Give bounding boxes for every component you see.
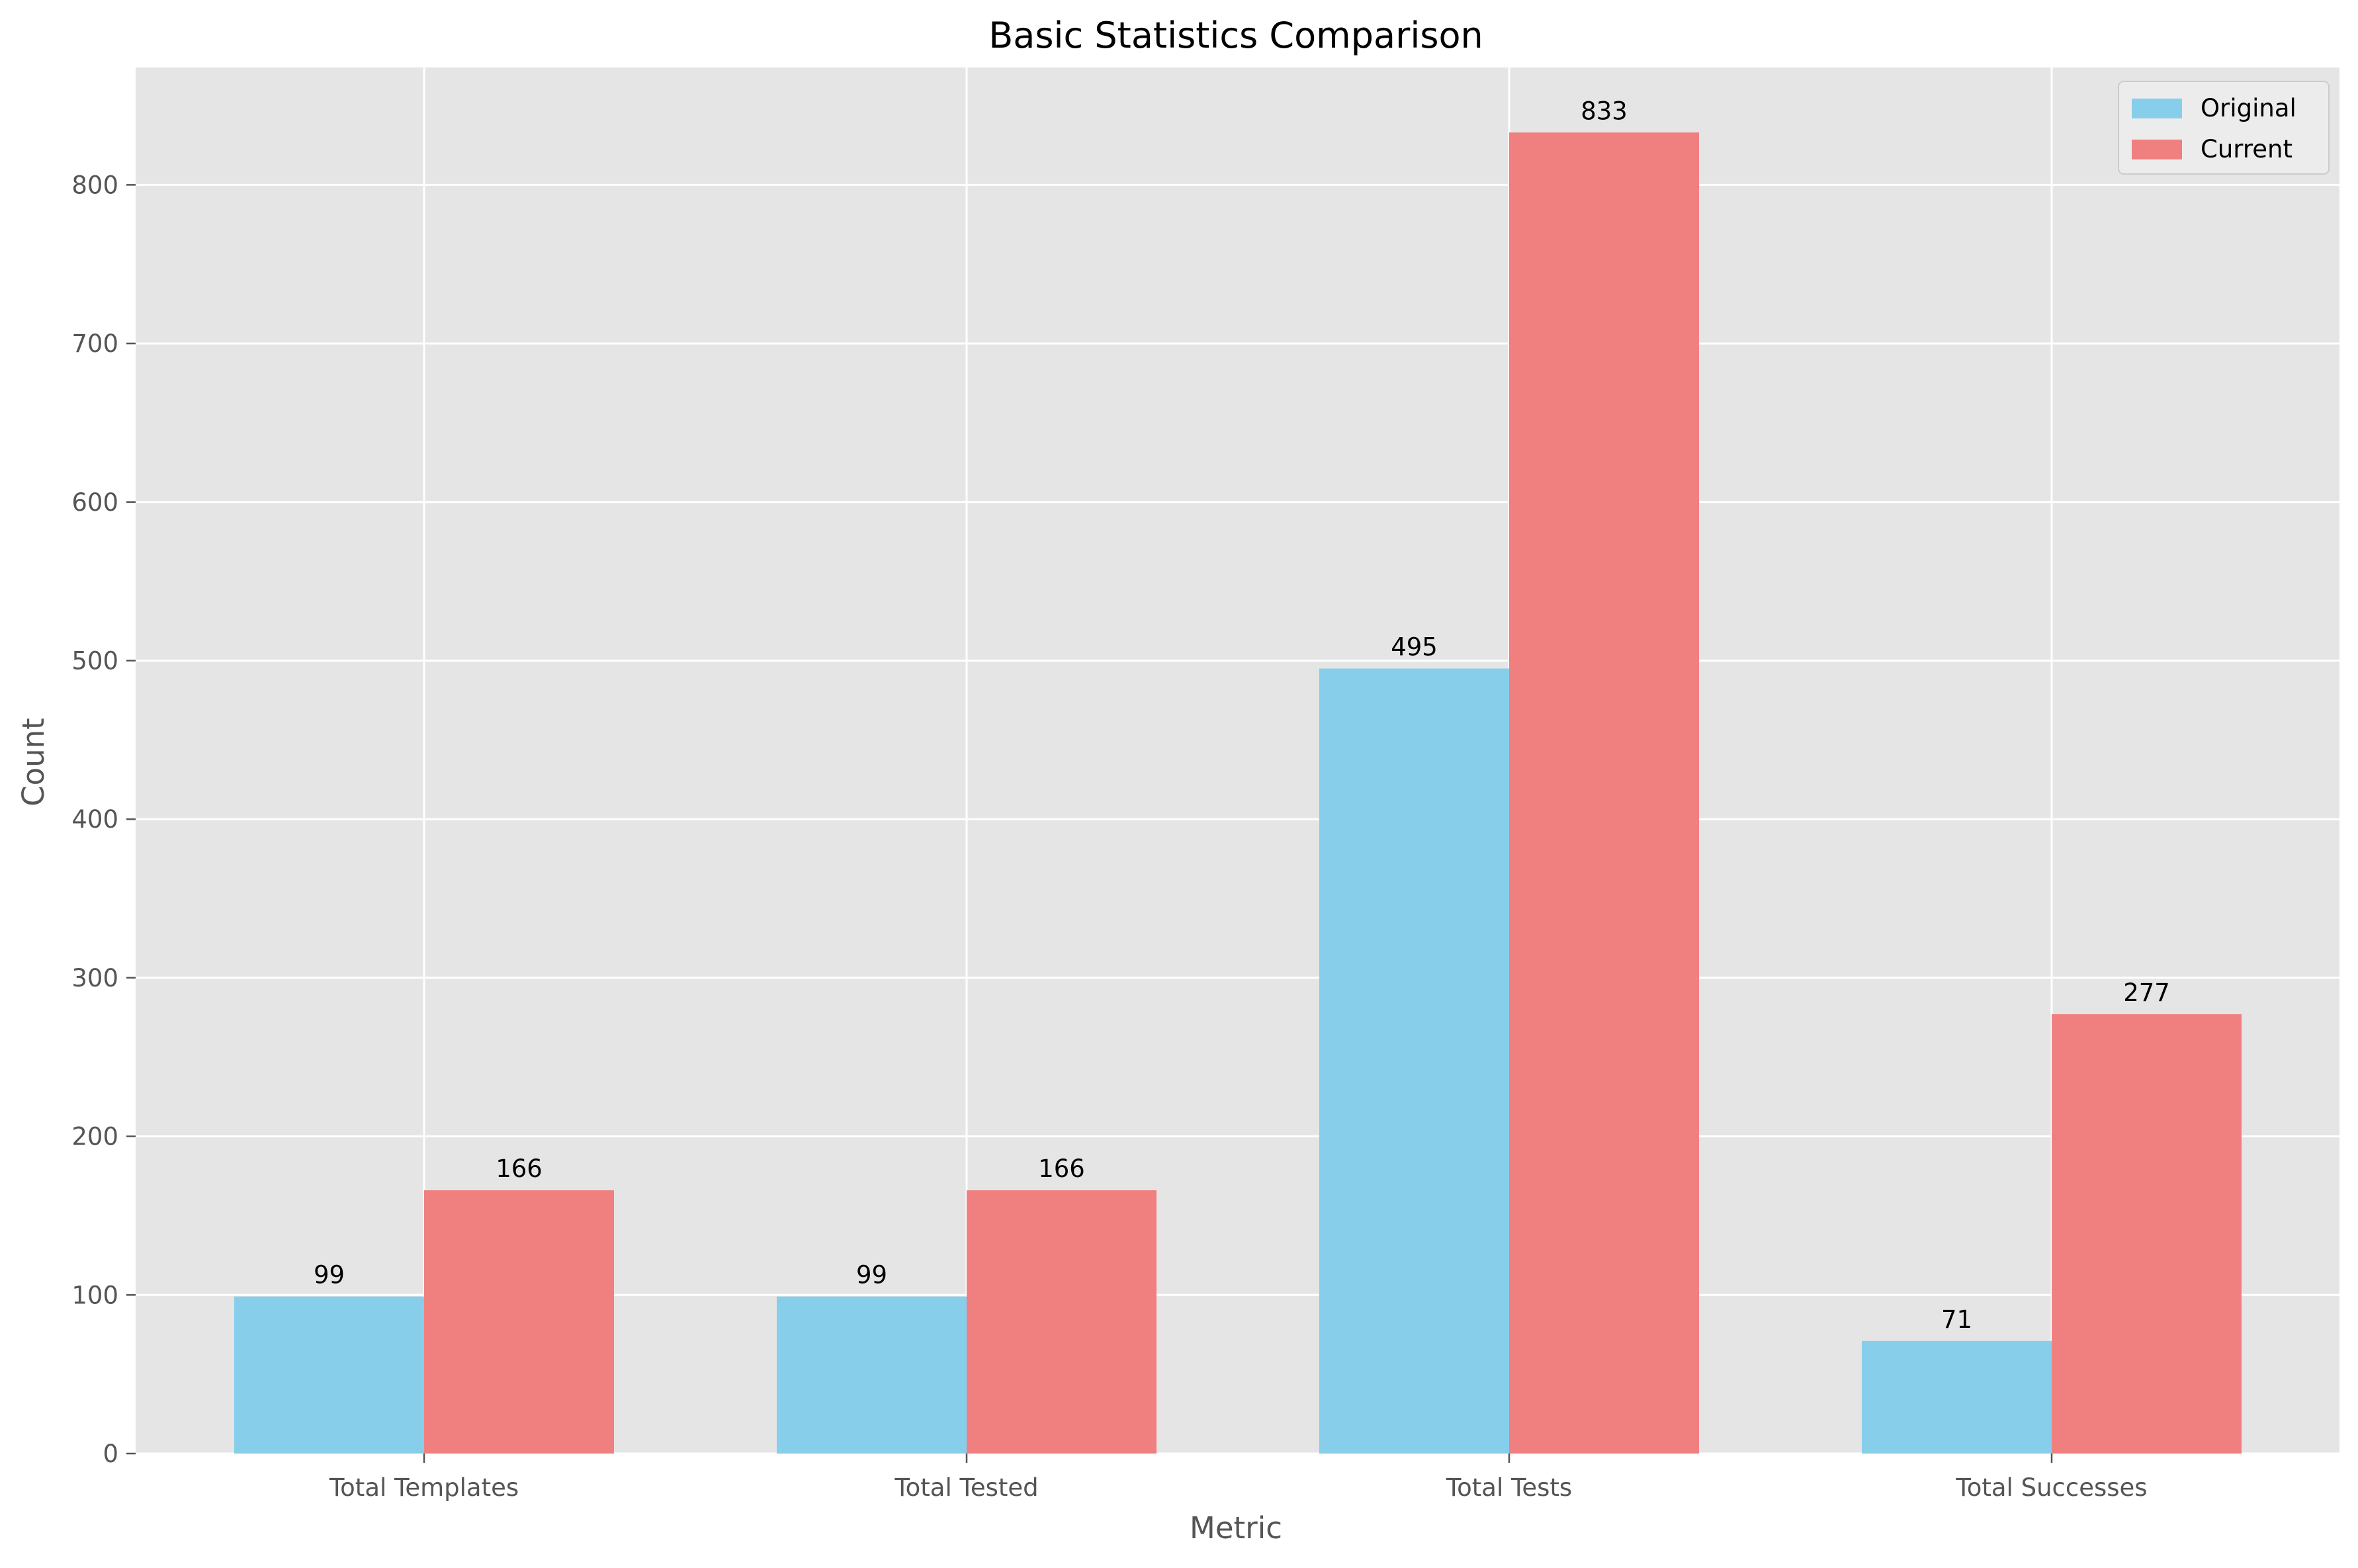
bar-original [234, 1296, 424, 1454]
legend-label-original: Original [2201, 94, 2296, 122]
bar-value-label: 166 [1038, 1154, 1085, 1183]
y-tick-label: 400 [71, 805, 118, 834]
bar-value-label: 495 [1391, 632, 1438, 661]
bar-original [777, 1296, 967, 1454]
y-tick-label: 0 [103, 1440, 118, 1468]
x-tick-label: Total Tested [894, 1473, 1038, 1502]
y-tick-label: 500 [71, 646, 118, 675]
legend-label-current: Current [2201, 135, 2292, 163]
x-axis-label: Metric [1190, 1510, 1282, 1546]
x-tick-label: Total Successes [1955, 1473, 2147, 1502]
y-tick-label: 200 [71, 1123, 118, 1151]
x-tick-label: Total Tests [1446, 1473, 1572, 1502]
bar-value-label: 833 [1581, 97, 1628, 125]
bar-original [1862, 1340, 2052, 1454]
axes-layer: 0 100 200 300 400 500 600 700 800 Total Templates… [71, 171, 2147, 1502]
bar-current [424, 1190, 614, 1454]
bars-layer [234, 132, 2242, 1454]
bar-value-label: 99 [856, 1261, 887, 1289]
legend: Original Current [2118, 81, 2330, 175]
chart-title: Basic Statistics Comparison [988, 15, 1483, 56]
legend-swatch-original [2132, 99, 2182, 118]
y-tick-label: 100 [71, 1281, 118, 1309]
bar-current [2052, 1014, 2242, 1454]
y-tick-label: 600 [71, 488, 118, 517]
y-tick-label: 300 [71, 964, 118, 992]
y-tick-label: 700 [71, 329, 118, 358]
y-tick-label: 800 [71, 171, 118, 199]
bar-value-label: 277 [2123, 979, 2170, 1007]
bar-current [967, 1190, 1157, 1454]
legend-swatch-current [2132, 140, 2182, 159]
data-labels-layer: 99 99 495 71 166 166 833 277 [314, 97, 2170, 1334]
y-axis-label: Count [16, 718, 51, 806]
bar-value-label: 71 [1941, 1305, 1972, 1334]
bar-current [1509, 132, 1699, 1454]
bar-value-label: 166 [496, 1154, 543, 1183]
bar-value-label: 99 [314, 1261, 345, 1289]
bar-original [1319, 668, 1509, 1454]
x-tick-label: Total Templates [329, 1473, 519, 1502]
